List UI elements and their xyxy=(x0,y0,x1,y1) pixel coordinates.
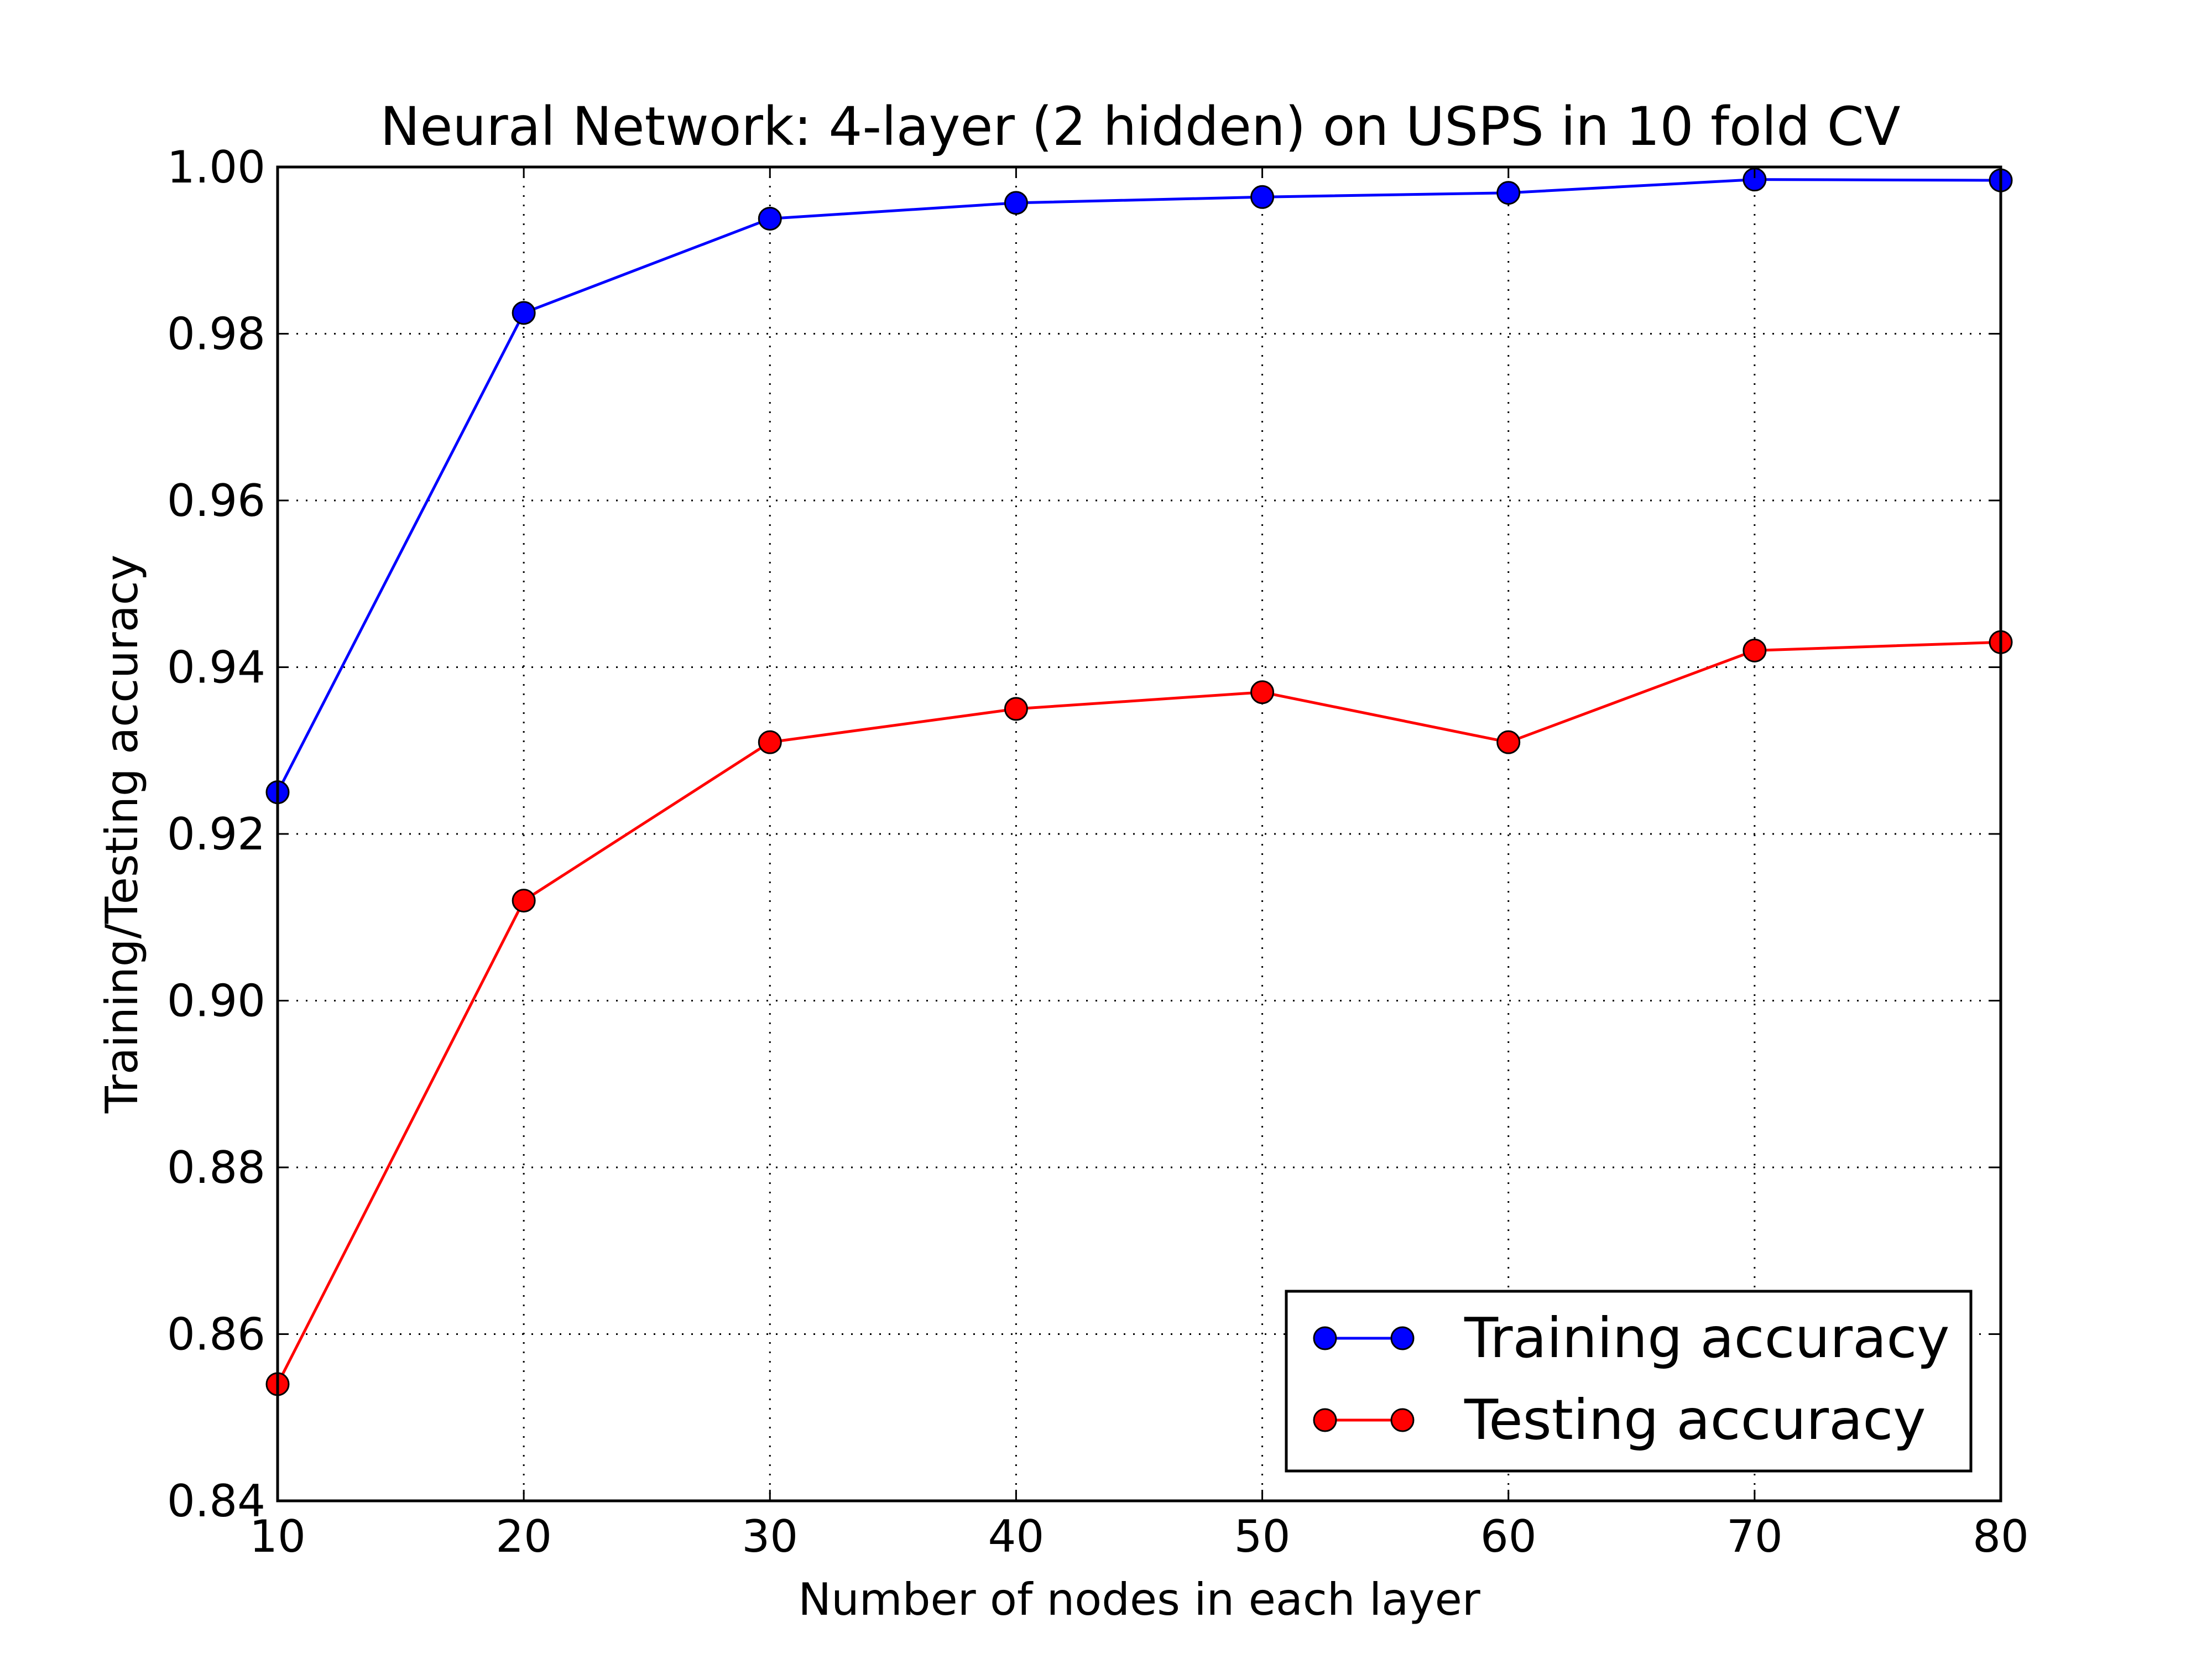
y-tick-label: 0.92 xyxy=(167,808,265,860)
y-tick-label: 0.90 xyxy=(167,975,265,1027)
x-tick-label: 20 xyxy=(495,1511,552,1562)
y-tick-label: 0.98 xyxy=(167,309,265,360)
series-line-training xyxy=(276,178,2001,793)
x-tick-label: 10 xyxy=(249,1511,306,1562)
data-point-training xyxy=(512,301,536,325)
x-tick-label: 40 xyxy=(988,1511,1045,1562)
series-group xyxy=(265,168,2013,1396)
data-point-testing xyxy=(512,889,536,913)
data-point-training xyxy=(1250,185,1275,209)
legend-label-training: Training accuracy xyxy=(1464,1306,1950,1370)
data-point-testing xyxy=(1743,638,1767,662)
chart-title: Neural Network: 4-layer (2 hidden) on US… xyxy=(380,96,1901,158)
axis-ticks: 10 20 30 40 50 60 70 80 0.84 0.86 0.88 0.90 0.92 0.94… xyxy=(167,142,2029,1562)
legend-marker-training-right xyxy=(1390,1326,1415,1350)
legend-marker-testing-left xyxy=(1313,1408,1337,1432)
y-tick-label: 0.88 xyxy=(167,1142,265,1193)
y-tick-label: 0.96 xyxy=(167,475,265,526)
legend-marker-training-left xyxy=(1313,1326,1337,1350)
data-point-testing xyxy=(758,730,782,754)
x-tick-label: 70 xyxy=(1726,1511,1783,1562)
legend-label-testing: Testing accuracy xyxy=(1464,1387,1926,1452)
legend: Training accuracy Testing accuracy xyxy=(1285,1290,1973,1473)
x-tick-label: 60 xyxy=(1480,1511,1537,1562)
x-tick-label: 30 xyxy=(742,1511,798,1562)
data-point-testing xyxy=(1496,730,1521,754)
y-tick-label: 0.86 xyxy=(167,1309,265,1360)
data-point-testing xyxy=(1250,680,1275,705)
y-axis-label: Training/Testing accuracy xyxy=(96,555,148,1114)
legend-box xyxy=(1285,1290,1973,1473)
y-tick-label: 0.94 xyxy=(167,642,265,693)
x-axis-label: Number of nodes in each layer xyxy=(798,1574,1480,1625)
legend-marker-testing-right xyxy=(1390,1408,1415,1432)
data-point-training xyxy=(758,206,782,231)
y-tick-label: 0.84 xyxy=(167,1475,265,1527)
x-tick-label: 50 xyxy=(1234,1511,1291,1562)
x-tick-label: 80 xyxy=(1973,1511,2029,1562)
series-line-testing xyxy=(276,640,2001,1385)
data-point-training xyxy=(1496,181,1521,205)
y-tick-label: 1.00 xyxy=(167,142,265,193)
data-point-testing xyxy=(1004,697,1028,721)
data-point-training xyxy=(1004,191,1028,215)
